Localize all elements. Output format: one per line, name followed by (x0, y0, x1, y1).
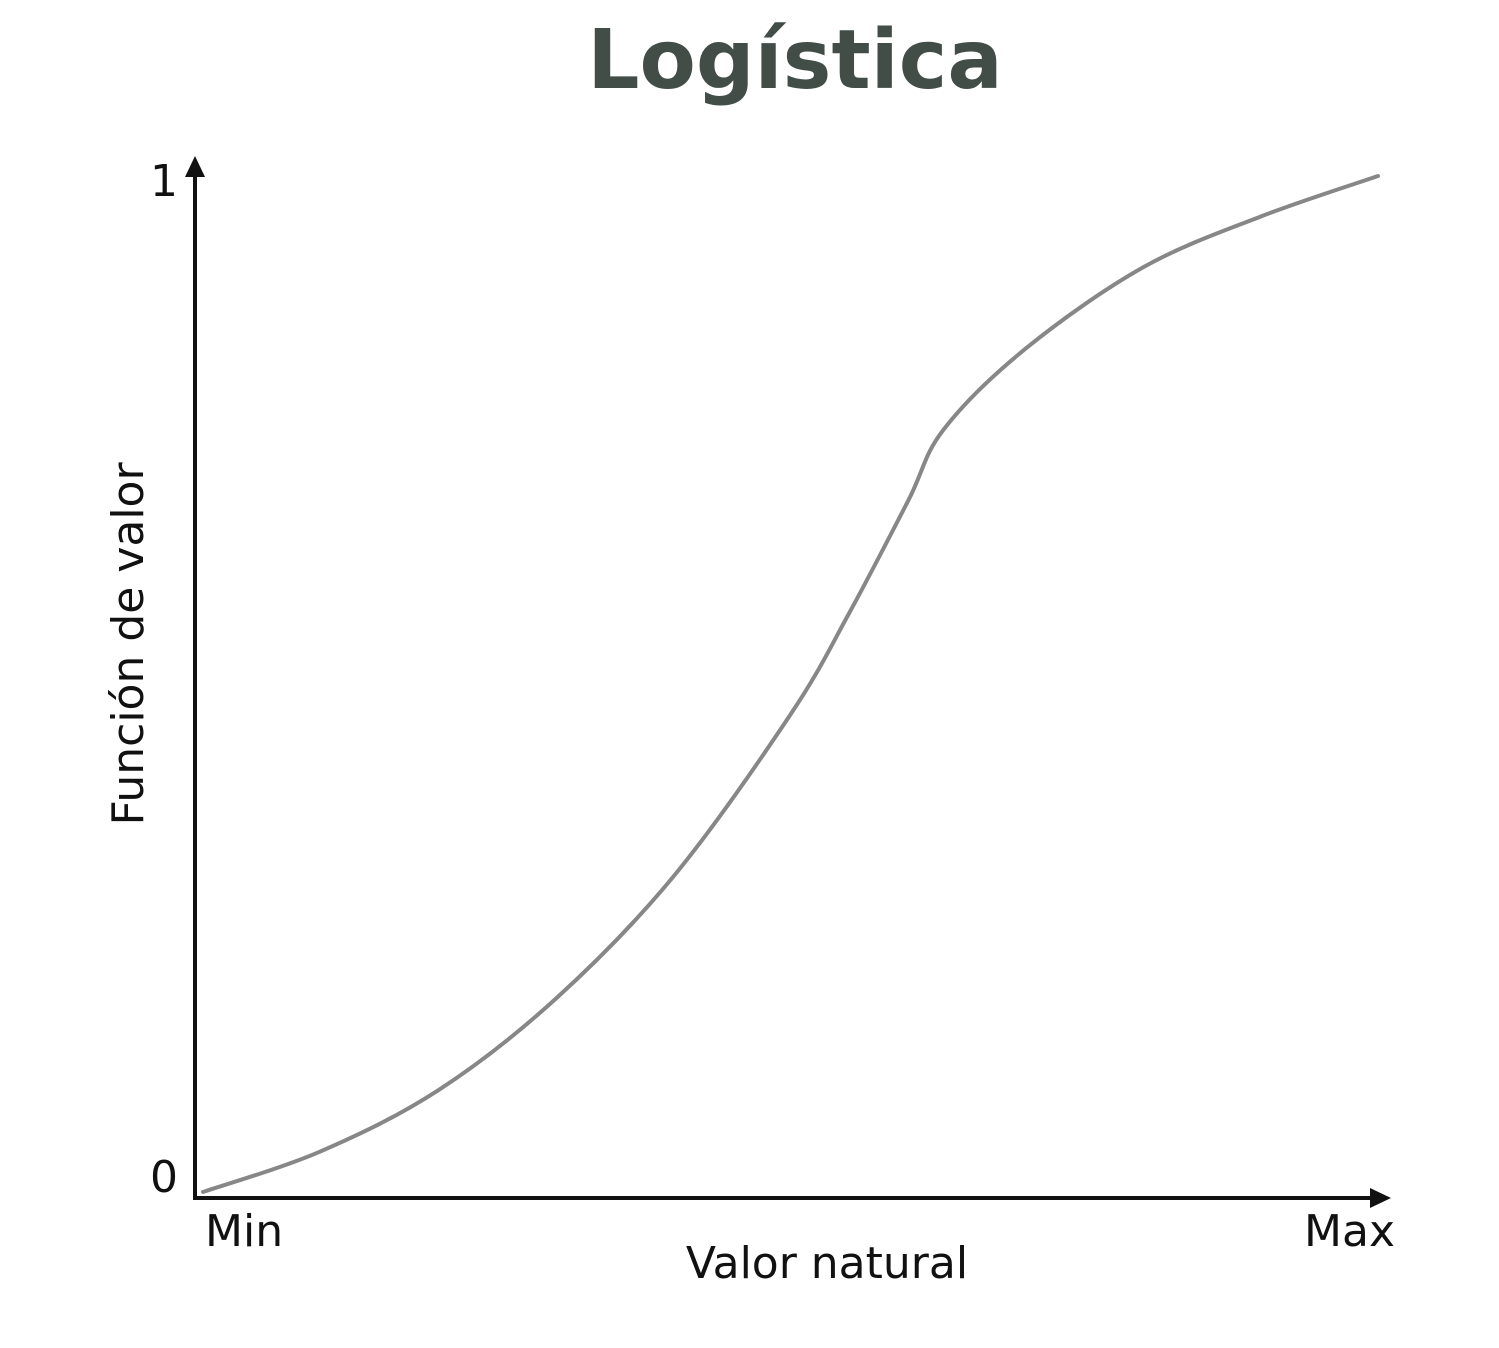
chart-title: Logística (587, 13, 1002, 108)
y-tick-label-top: 1 (150, 156, 178, 207)
y-axis (185, 156, 205, 1199)
logistic-curve (201, 174, 1380, 1194)
x-axis (193, 1188, 1391, 1208)
x-axis-label: Valor natural (686, 1238, 968, 1289)
x-tick-label-max: Max (1304, 1206, 1395, 1257)
x-tick-label-min: Min (205, 1206, 283, 1257)
y-tick-label-bottom: 0 (150, 1152, 178, 1203)
x-axis-arrowhead (1370, 1188, 1391, 1208)
y-axis-arrowhead (185, 156, 205, 177)
y-axis-label: Función de valor (103, 462, 154, 826)
